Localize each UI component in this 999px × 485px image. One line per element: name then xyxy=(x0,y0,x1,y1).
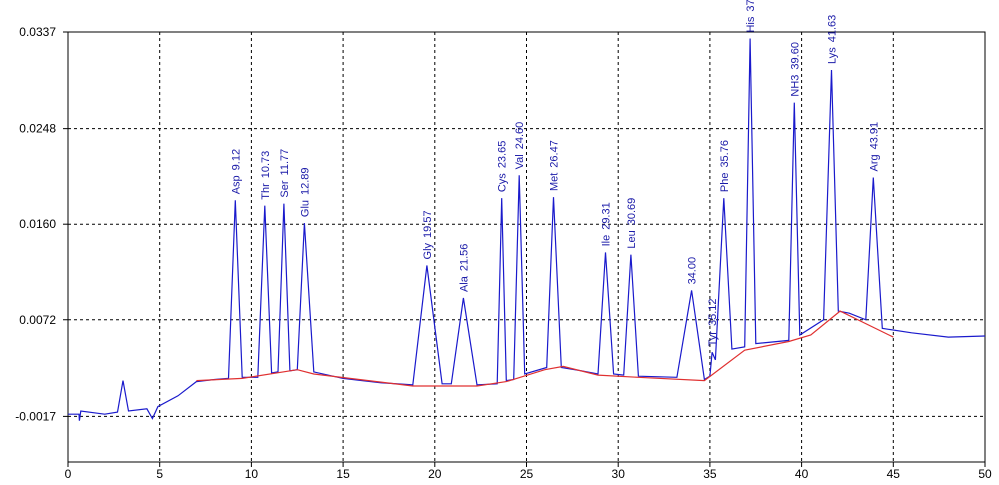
peak-time: 23.65 xyxy=(497,141,509,169)
peak-time: 29.31 xyxy=(601,202,613,230)
peak-label: His 37.19 xyxy=(745,0,757,33)
peak-name: Thr xyxy=(260,183,272,200)
peak-label: Phe 35.76 xyxy=(719,140,731,192)
peak-label: Ile 29.31 xyxy=(601,202,613,246)
x-tick-label: 30 xyxy=(612,467,626,481)
x-tick-label: 10 xyxy=(245,467,259,481)
x-tick-label: 15 xyxy=(336,467,350,481)
baseline-trace xyxy=(196,310,894,387)
peak-time: 35.76 xyxy=(719,140,731,168)
peak-time: 19.57 xyxy=(422,210,434,238)
peak-time: 39.60 xyxy=(789,42,801,70)
peak-label: Asp 9.12 xyxy=(230,149,242,194)
peak-name: Asp xyxy=(230,175,242,194)
peak-time: 37.19 xyxy=(745,0,757,12)
peak-label: Glu 12.89 xyxy=(299,167,311,217)
peak-name: Ile xyxy=(601,235,613,247)
peak-label: 34.00 xyxy=(687,257,699,285)
peak-name: His xyxy=(745,16,757,32)
peak-name: Leu xyxy=(626,230,638,248)
x-tick-label: 0 xyxy=(65,467,72,481)
peak-time: 12.89 xyxy=(299,167,311,195)
peak-name: Lys xyxy=(826,47,838,64)
peak-label: Arg 43.91 xyxy=(868,122,880,172)
peak-time: 34.00 xyxy=(687,257,699,285)
peak-name: Cys xyxy=(497,173,509,192)
peak-time: 35.12 xyxy=(707,299,719,327)
peak-time: 26.47 xyxy=(548,140,560,168)
x-tick-label: 20 xyxy=(428,467,442,481)
y-tick-label: 0.0072 xyxy=(19,313,56,327)
peak-name: Glu xyxy=(299,200,311,217)
y-tick-label: 0.0337 xyxy=(19,25,56,39)
peak-time: 21.56 xyxy=(458,244,470,272)
peak-name: Ala xyxy=(458,275,470,292)
peak-label: Ser 11.77 xyxy=(279,149,291,198)
peak-time: 24.60 xyxy=(514,122,526,150)
x-tick-label: 50 xyxy=(978,467,992,481)
peak-time: 30.69 xyxy=(626,198,638,226)
peak-name: NH3 xyxy=(789,75,801,97)
peak-label: Gly 19.57 xyxy=(422,210,434,259)
peak-label: Met 26.47 xyxy=(548,140,560,191)
peak-name: Tyr xyxy=(707,331,719,347)
peak-label: Cys 23.65 xyxy=(497,141,509,192)
x-tick-label: 25 xyxy=(520,467,534,481)
x-tick-label: 5 xyxy=(156,467,163,481)
peak-name: Val xyxy=(514,154,526,169)
peak-label: Lys 41.63 xyxy=(826,15,838,64)
y-tick-label: 0.0160 xyxy=(19,217,56,231)
y-tick-label: -0.0017 xyxy=(15,409,56,423)
peak-name: Met xyxy=(548,173,560,191)
peak-label: NH3 39.60 xyxy=(789,42,801,97)
peak-name: Ser xyxy=(279,180,291,197)
peak-name: Arg xyxy=(868,154,880,171)
peak-name: Gly xyxy=(422,242,434,259)
y-tick-label: 0.0248 xyxy=(19,122,56,136)
x-tick-label: 35 xyxy=(703,467,717,481)
peak-label: Tyr 35.12 xyxy=(707,299,719,347)
plot-frame xyxy=(67,31,986,463)
peak-time: 41.63 xyxy=(826,15,838,43)
peak-label: Thr 10.73 xyxy=(260,151,272,200)
x-tick-label: 40 xyxy=(795,467,809,481)
x-tick-label: 45 xyxy=(887,467,901,481)
peak-time: 10.73 xyxy=(260,151,272,179)
peak-time: 11.77 xyxy=(279,149,291,176)
peak-time: 9.12 xyxy=(230,149,242,170)
peak-name: Phe xyxy=(719,173,731,193)
peak-time: 43.91 xyxy=(868,122,880,150)
peak-label: Val 24.60 xyxy=(514,122,526,170)
peak-label: Leu 30.69 xyxy=(626,198,638,249)
peak-label: Ala 21.56 xyxy=(458,244,470,292)
